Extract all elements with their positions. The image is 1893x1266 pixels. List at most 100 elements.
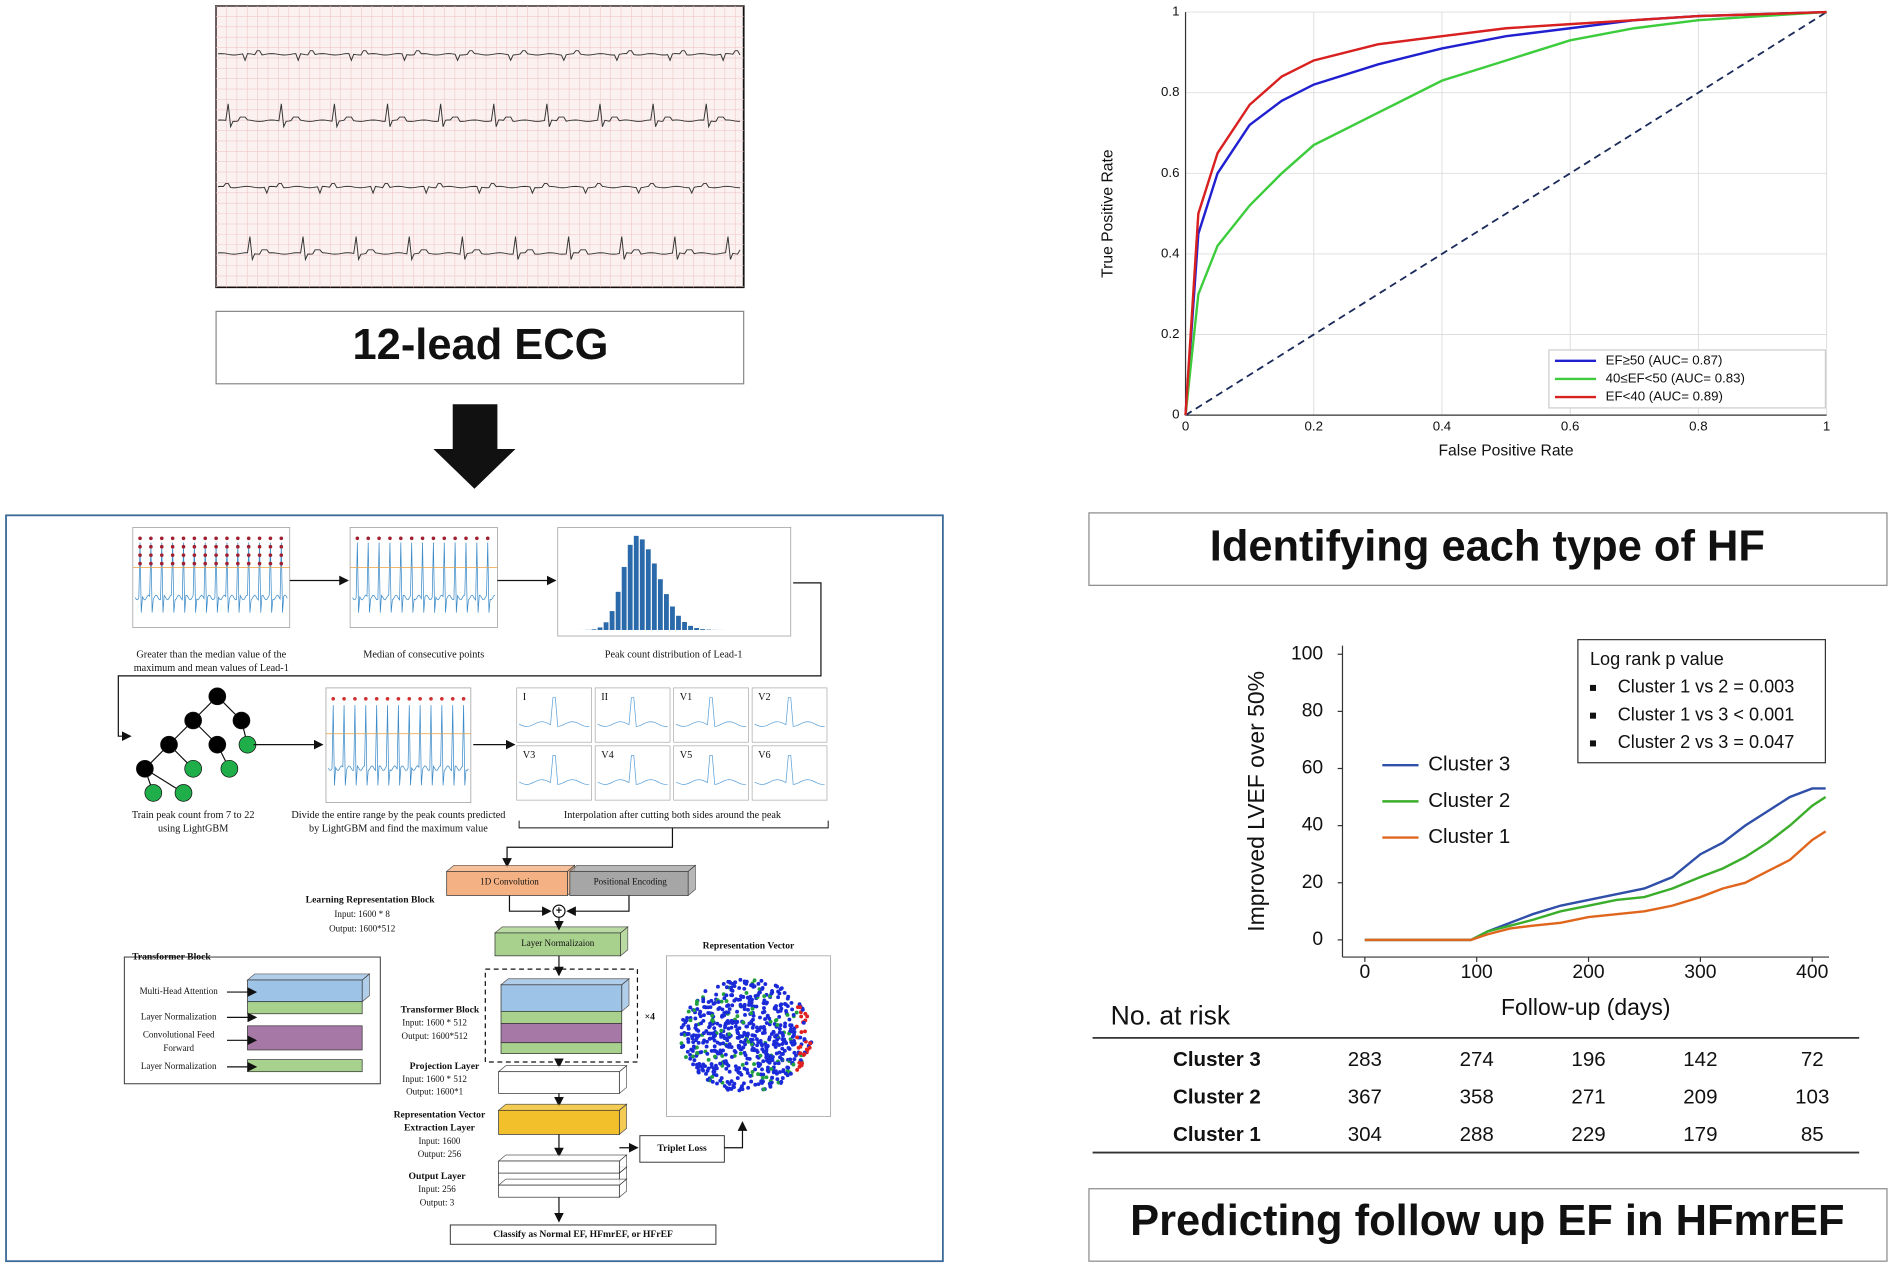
table-cell: 367 [1348, 1086, 1382, 1109]
scatter-dot [742, 1032, 747, 1037]
mini-peak [225, 561, 229, 566]
scatter-dot [723, 1021, 728, 1026]
scatter-dot [777, 1027, 782, 1031]
tree-node [184, 711, 202, 730]
scatter-dot [770, 1075, 775, 1080]
caption: by LightGBM and find the maximum value [309, 823, 488, 834]
block-io: Output: 1600*512 [402, 1031, 469, 1041]
arrow [566, 895, 630, 917]
scatter-dot [752, 978, 757, 983]
scatter-dot [703, 1064, 707, 1069]
mini-peak [192, 561, 197, 566]
block-io: Output: 256 [418, 1149, 462, 1159]
scatter-dot [738, 1039, 743, 1044]
scatter-dot [704, 1029, 709, 1033]
scatter-dot [725, 1010, 730, 1015]
scatter-dot [740, 1087, 745, 1092]
mini-bar [627, 544, 633, 630]
x-axis-label: Follow-up (days) [1501, 994, 1670, 1020]
mini-peak [149, 544, 153, 549]
annotation-item: Cluster 1 vs 3 < 0.001 [1618, 704, 1795, 724]
block [498, 1160, 620, 1174]
km-caption: Predicting follow up EF in HFmrEF [1130, 1197, 1844, 1245]
scatter-dot [802, 1037, 807, 1042]
tree-node [184, 759, 202, 778]
mini-trace [352, 542, 496, 613]
scatter-dot [784, 1009, 788, 1013]
annotation-item: Cluster 2 vs 3 = 0.047 [1618, 732, 1795, 752]
scatter-dot [695, 1045, 699, 1050]
lead-panel [751, 745, 828, 801]
block-title: Transformer Block [401, 1004, 480, 1015]
scatter-dot [696, 1040, 701, 1045]
x-tick-label: 200 [1572, 962, 1604, 983]
lead-panel [594, 687, 671, 743]
scatter-dot [743, 1013, 747, 1017]
block-top [445, 864, 576, 872]
scatter-dot [732, 1085, 736, 1090]
block-top [497, 1065, 628, 1073]
mini-peak [279, 561, 284, 566]
scatter-dot [691, 1040, 696, 1045]
table-cell: 274 [1460, 1048, 1494, 1071]
mini-bar [621, 566, 627, 630]
lead-trace [754, 755, 825, 785]
scatter-dot [790, 1007, 795, 1012]
mini-peak [203, 561, 208, 566]
legend-label: EF≥50 (AUC= 0.87) [1606, 352, 1723, 367]
mini-peak [418, 696, 422, 701]
scatter-dot [686, 1040, 691, 1044]
scatter-dot [701, 1018, 706, 1023]
scatter-dot [681, 1017, 686, 1022]
down-arrow [433, 404, 516, 489]
scatter-dot [792, 1042, 796, 1047]
scatter-dot [751, 1013, 756, 1018]
scatter-dot [742, 1040, 746, 1045]
pipeline-texts: Greater than the median value of the max… [132, 650, 795, 1240]
scatter-dot [735, 1009, 739, 1014]
mini-peak [149, 561, 153, 566]
scatter-dot [758, 1053, 763, 1058]
y-tick-label: 0 [1172, 407, 1179, 422]
y-tick-label: 0.8 [1161, 84, 1179, 99]
scatter-dot [795, 1035, 799, 1040]
table-cell: 358 [1460, 1086, 1494, 1109]
scatter-dot [729, 1025, 734, 1030]
scatter-dot [748, 1073, 753, 1078]
scatter-dot [786, 994, 791, 999]
scatter-dot [794, 1010, 799, 1015]
mini-peak [225, 553, 229, 557]
block-label: Classify as Normal EF, HFmrEF, or HFrEF [493, 1229, 673, 1240]
scatter-dot [753, 1082, 758, 1087]
scatter-dot [695, 1062, 699, 1067]
scatter-dot [777, 1014, 782, 1019]
scatter-dot [736, 1043, 741, 1048]
mini-peak [192, 553, 197, 557]
mini-peak [214, 561, 218, 566]
x-tick-label: 300 [1684, 962, 1716, 983]
scatter-dot [791, 1013, 796, 1017]
scatter-dot [742, 1066, 747, 1071]
y-tick-label: 100 [1291, 643, 1323, 664]
block [500, 984, 623, 1012]
bullet [1589, 712, 1597, 719]
scatter-dot [751, 1017, 755, 1022]
block [446, 870, 568, 896]
arrow [508, 895, 552, 917]
scatter-dot [732, 998, 737, 1003]
scatter-dot [691, 1062, 696, 1067]
caption: Train peak count from 7 to 22 [132, 810, 255, 821]
mini-peak [396, 696, 401, 701]
block-top [246, 973, 371, 981]
scatter-dot [808, 1041, 813, 1046]
tree-node [208, 735, 227, 754]
scatter-dot [763, 982, 768, 987]
mini-peak [236, 536, 240, 541]
caption: Median of consecutive points [363, 650, 484, 661]
scatter-dot [776, 1080, 781, 1085]
scatter-dot [745, 1024, 749, 1029]
mini-peak [159, 544, 164, 549]
legend-label: EF<40 (AUC= 0.89) [1606, 389, 1723, 404]
